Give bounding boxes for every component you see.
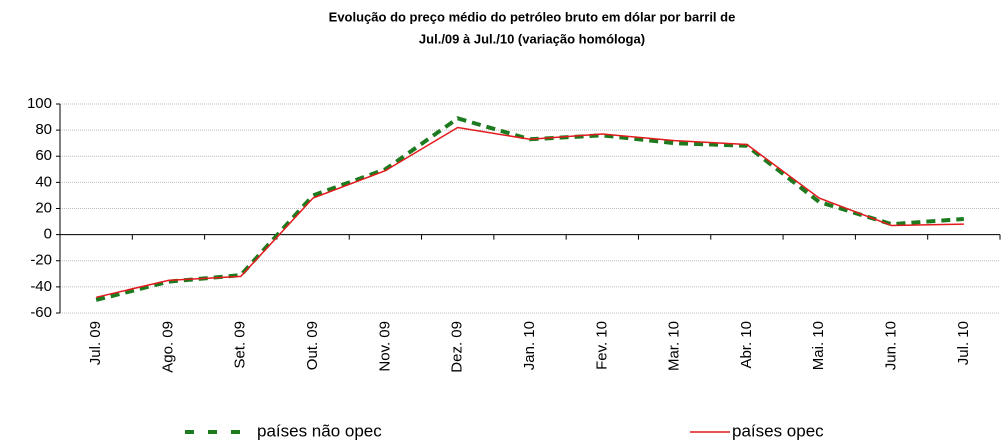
y-tick-label: 0 <box>44 226 52 243</box>
x-tick-label: Jul. 10 <box>955 321 972 365</box>
series-line <box>95 116 964 302</box>
series-line <box>95 126 964 299</box>
x-tick-label: Jun. 10 <box>883 321 900 370</box>
x-tick-label: Mar. 10 <box>666 321 683 371</box>
y-tick-label: -20 <box>30 252 52 269</box>
x-tick-label: Mai. 10 <box>810 321 827 370</box>
y-tick-label: -40 <box>30 278 52 295</box>
y-tick-label: -60 <box>30 304 52 321</box>
x-tick-label: Dez. 09 <box>449 321 466 373</box>
chart-title: Evolução do preço médio do petróleo brut… <box>329 9 736 24</box>
y-tick-label: 100 <box>27 95 52 112</box>
x-tick-label: Set. 09 <box>232 321 249 369</box>
x-tick-label: Ago. 09 <box>159 321 176 373</box>
y-tick-label: 60 <box>35 147 52 164</box>
legend-label: países não opec <box>257 421 382 440</box>
x-tick-label: Jul. 09 <box>87 321 104 365</box>
x-tick-label: Out. 09 <box>304 321 321 370</box>
chart-title: Jul./09 à Jul./10 (variação homóloga) <box>419 31 645 46</box>
x-tick-label: Abr. 10 <box>738 321 755 369</box>
x-tick-label: Nov. 09 <box>376 321 393 372</box>
legend-label: países opec <box>732 421 824 440</box>
y-tick-label: 20 <box>35 199 52 216</box>
x-tick-label: Jan. 10 <box>521 321 538 370</box>
y-tick-label: 80 <box>35 121 52 138</box>
x-tick-label: Fev. 10 <box>593 321 610 370</box>
y-tick-label: 40 <box>35 173 52 190</box>
